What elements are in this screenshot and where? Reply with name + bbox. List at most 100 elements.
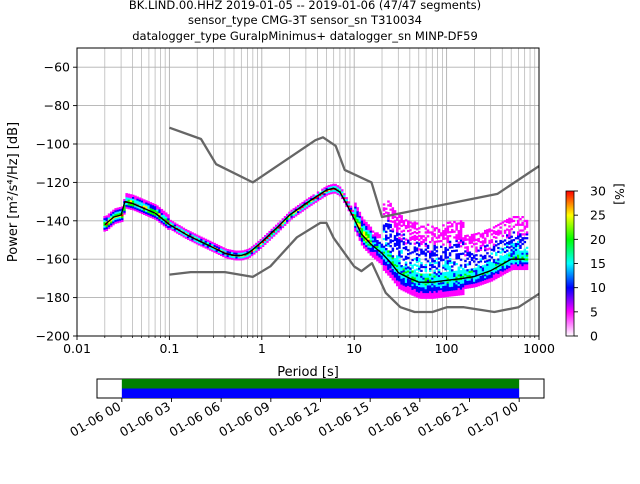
psd-histogram-cell [392, 269, 395, 271]
psd-histogram-cell [398, 270, 401, 272]
psd-histogram-cell [442, 274, 445, 276]
psd-histogram-cell [469, 273, 472, 275]
psd-histogram-cell [436, 237, 439, 239]
psd-histogram-cell [431, 264, 434, 266]
psd-histogram-cell [433, 248, 436, 250]
psd-histogram-cell [383, 226, 386, 228]
psd-histogram-cell [262, 243, 265, 245]
psd-histogram-cell [363, 241, 366, 243]
psd-histogram-cell [451, 225, 454, 227]
psd-histogram-cell [431, 233, 434, 235]
psd-histogram-cell [506, 253, 509, 255]
psd-histogram-cell [370, 250, 373, 252]
psd-histogram-cell [367, 251, 370, 253]
psd-histogram-cell [466, 263, 469, 265]
psd-histogram-cell [517, 233, 520, 235]
psd-histogram-cell [425, 279, 428, 281]
psd-histogram-cell [110, 225, 113, 227]
psd-histogram-cell [196, 242, 199, 244]
psd-histogram-cell [455, 246, 458, 248]
psd-histogram-cell [240, 251, 243, 253]
psd-histogram-cell [361, 224, 364, 226]
psd-histogram-cell [447, 272, 450, 274]
y-tick-label: −100 [36, 137, 70, 152]
psd-histogram-cell [123, 210, 126, 212]
psd-histogram-cell [378, 261, 381, 263]
psd-histogram-cell [356, 211, 359, 213]
psd-histogram-cell [495, 275, 498, 277]
psd-histogram-cell [266, 241, 269, 243]
psd-histogram-cell [398, 250, 401, 252]
psd-histogram-cell [185, 229, 188, 231]
psd-histogram-cell [517, 252, 520, 254]
psd-histogram-cell [121, 218, 124, 220]
psd-histogram-cell [387, 227, 390, 229]
psd-histogram-cell [385, 231, 388, 233]
psd-histogram-cell [420, 285, 423, 287]
psd-histogram-cell [453, 236, 456, 238]
psd-histogram-cell [141, 212, 144, 214]
psd-histogram-cell [315, 201, 318, 203]
psd-histogram-cell [411, 282, 414, 284]
psd-histogram-cell [416, 265, 419, 267]
psd-histogram-cell [205, 239, 208, 241]
psd-histogram-cell [356, 217, 359, 219]
psd-histogram-cell [471, 259, 474, 261]
psd-histogram-cell [506, 244, 509, 246]
psd-histogram-cell [359, 237, 362, 239]
psd-histogram-cell [312, 194, 315, 196]
psd-histogram-cell [365, 243, 368, 245]
psd-histogram-cell [400, 267, 403, 269]
psd-histogram-cell [387, 204, 390, 206]
psd-histogram-cell [473, 268, 476, 270]
psd-histogram-cell [350, 206, 353, 208]
psd-histogram-cell [499, 230, 502, 232]
psd-histogram-cell [447, 262, 450, 264]
psd-histogram-cell [466, 286, 469, 288]
psd-histogram-cell [405, 246, 408, 248]
psd-histogram-cell [400, 288, 403, 290]
psd-histogram-cell [418, 289, 421, 291]
psd-histogram-cell [176, 224, 179, 226]
psd-histogram-cell [365, 224, 368, 226]
psd-histogram-cell [429, 274, 432, 276]
psd-histogram-cell [244, 255, 247, 257]
psd-histogram-cell [365, 230, 368, 232]
psd-histogram-cell [385, 223, 388, 225]
psd-histogram-cell [403, 289, 406, 291]
psd-histogram-cell [416, 274, 419, 276]
psd-histogram-cell [405, 281, 408, 283]
psd-histogram-cell [425, 228, 428, 230]
psd-histogram-cell [486, 244, 489, 246]
psd-histogram-cell [462, 243, 465, 245]
psd-histogram-cell [306, 206, 309, 208]
psd-histogram-cell [455, 240, 458, 242]
psd-histogram-cell [425, 252, 428, 254]
psd-histogram-cell [486, 266, 489, 268]
psd-histogram-cell [405, 248, 408, 250]
psd-histogram-cell [392, 211, 395, 213]
psd-histogram-cell [524, 226, 527, 228]
psd-histogram-cell [519, 235, 522, 237]
psd-histogram-cell [462, 241, 465, 243]
psd-histogram-cell [183, 230, 186, 232]
psd-histogram-cell [515, 216, 518, 218]
psd-histogram-cell [356, 209, 359, 211]
psd-histogram-cell [383, 259, 386, 261]
psd-histogram-cell [513, 220, 516, 222]
psd-histogram-cell [130, 204, 133, 206]
psd-histogram-cell [400, 219, 403, 221]
psd-histogram-cell [141, 198, 144, 200]
psd-histogram-cell [117, 211, 120, 213]
psd-histogram-cell [455, 292, 458, 294]
psd-plot-background [77, 48, 539, 336]
psd-histogram-cell [433, 289, 436, 291]
psd-histogram-cell [187, 238, 190, 240]
psd-histogram-cell [475, 283, 478, 285]
psd-histogram-cell [488, 278, 491, 280]
psd-histogram-cell [515, 266, 518, 268]
psd-histogram-cell [493, 244, 496, 246]
psd-histogram-cell [392, 248, 395, 250]
psd-histogram-cell [392, 209, 395, 211]
psd-histogram-cell [513, 226, 516, 228]
